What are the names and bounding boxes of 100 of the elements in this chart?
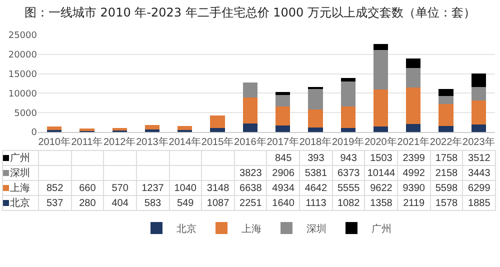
x-tick-label: 2021年 <box>397 136 430 148</box>
data-label: 3148 <box>202 180 234 196</box>
data-label: 1885 <box>462 196 496 210</box>
data-label: 3443 <box>462 166 496 180</box>
data-label: 1040 <box>169 180 202 196</box>
bar <box>46 126 62 130</box>
x-tick-label: 2022年 <box>430 136 462 148</box>
data-label: 2251 <box>234 196 267 210</box>
data-label: 6373 <box>332 166 365 180</box>
bar <box>340 128 356 132</box>
text: 深圳 <box>10 168 30 179</box>
bar <box>471 73 486 87</box>
x-tick-label: 2014年 <box>168 136 202 148</box>
data-label: 1503 <box>364 150 398 166</box>
data-label: 9390 <box>398 180 430 196</box>
bar <box>308 128 323 132</box>
bar <box>373 44 388 50</box>
data-label: 583 <box>136 196 170 210</box>
bar <box>308 88 323 110</box>
data-label: 845 <box>266 150 300 166</box>
data-label: 852 <box>38 180 72 196</box>
bar <box>275 106 290 126</box>
bar <box>275 126 290 132</box>
legend-label: 深圳 <box>306 222 326 235</box>
y-tick-label: 0 <box>31 128 38 138</box>
x-tick-label: 2023年 <box>462 136 495 148</box>
y-tick-label: 15000 <box>8 70 38 80</box>
data-label: 9622 <box>364 180 398 196</box>
data-label: 2119 <box>398 196 430 210</box>
x-tick-label: 2020年 <box>364 136 397 148</box>
bar <box>210 128 225 132</box>
data-label: 1082 <box>332 196 365 210</box>
data-label: 3823 <box>234 166 267 180</box>
data-label: 4642 <box>300 180 332 196</box>
bar <box>373 126 388 132</box>
data-label: 5381 <box>300 166 332 180</box>
data-label: 1113 <box>300 196 332 210</box>
x-tick-label: 2018年 <box>299 136 332 148</box>
legend-label: 上海 <box>2 180 38 196</box>
y-tick-label: 10000 <box>8 89 38 100</box>
x-tick-label: 2012年 <box>103 136 136 148</box>
y-tick-label: 25000 <box>8 31 38 42</box>
x-tick-label: 2016年 <box>234 136 266 148</box>
text: 上海 <box>242 224 262 235</box>
bar <box>275 92 290 96</box>
x-tick-label: 2011年 <box>71 136 103 148</box>
data-label: 2158 <box>430 166 463 180</box>
bar <box>438 126 454 132</box>
bar <box>242 123 258 132</box>
data-label: 1237 <box>136 180 170 196</box>
data-label: 5598 <box>430 180 463 196</box>
data-label: 4934 <box>266 180 300 196</box>
bar <box>438 96 454 104</box>
bar <box>210 116 225 128</box>
bar <box>340 78 356 82</box>
data-label: 3512 <box>462 150 496 166</box>
data-label: 1578 <box>430 196 463 210</box>
bar <box>340 106 356 128</box>
x-tick-label: 2019年 <box>332 136 364 148</box>
bar <box>373 89 388 127</box>
text: 广州 <box>10 153 30 164</box>
x-tick-label: 2013年 <box>136 136 168 148</box>
bar <box>242 98 258 124</box>
bar <box>373 50 388 90</box>
bar <box>242 82 258 98</box>
data-label: 1087 <box>202 196 234 210</box>
chart-title: 图：一线城市 2010 年-2023 年二手住宅总价 1000 万元以上成交套数（单位：套） <box>24 5 476 20</box>
data-label: 2399 <box>398 150 430 166</box>
bar <box>340 82 356 106</box>
bar <box>438 104 454 126</box>
bar <box>406 124 421 132</box>
bar <box>144 124 160 130</box>
data-label: 280 <box>71 196 104 210</box>
bar <box>406 68 421 88</box>
bar <box>308 110 323 128</box>
data-label: 404 <box>104 196 136 210</box>
bar <box>471 124 486 132</box>
legend-label: 广州 <box>372 222 392 235</box>
data-label: 5555 <box>332 180 365 196</box>
bar <box>178 126 192 130</box>
bar <box>471 100 486 125</box>
x-tick-label: 2015年 <box>201 136 234 148</box>
bar <box>406 87 421 124</box>
data-label: 549 <box>169 196 202 210</box>
data-label: 1358 <box>364 196 398 210</box>
data-label: 6299 <box>462 180 496 196</box>
data-label: 943 <box>332 150 365 166</box>
x-tick-label: 2017年 <box>266 136 299 148</box>
y-tick-label: 20000 <box>8 50 38 61</box>
data-label: 537 <box>38 196 72 210</box>
data-label: 10144 <box>364 166 398 180</box>
data-label: 6638 <box>234 180 267 196</box>
data-label: 393 <box>300 150 332 166</box>
data-label: 570 <box>104 180 136 196</box>
data-label: 4992 <box>398 166 430 180</box>
legend-label: 北京 <box>2 196 38 210</box>
bar <box>438 88 454 96</box>
data-label: 1640 <box>266 196 300 210</box>
data-label: 660 <box>71 180 104 196</box>
bar <box>275 95 290 106</box>
